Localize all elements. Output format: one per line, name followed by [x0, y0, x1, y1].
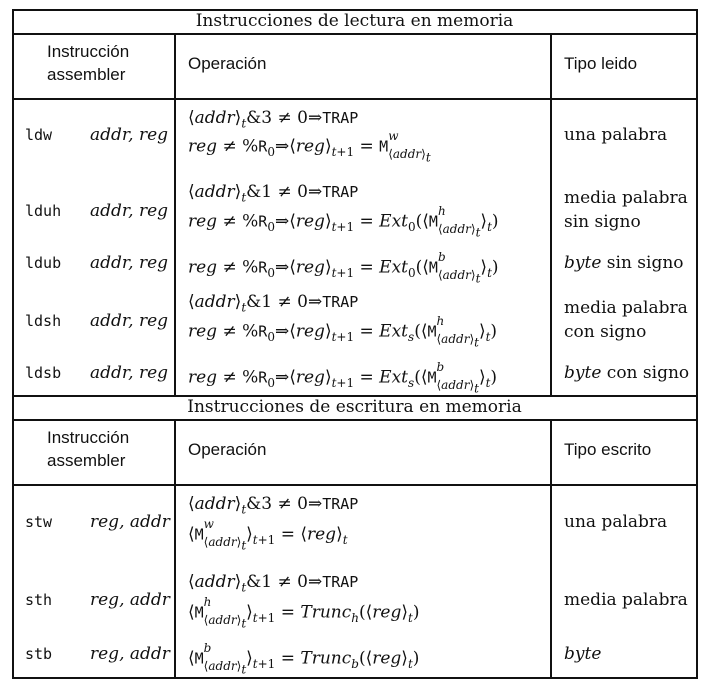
- col-divider-1-write: [174, 419, 176, 679]
- border-left: [12, 9, 14, 679]
- op-ldsh-2: reg ≠ %R0⇒⟨reg⟩t+1 = Exts(⟨Mh ⟨addr⟩t⟩t): [188, 314, 498, 350]
- mnemonic-ldsb: ldsb: [25, 364, 62, 382]
- read-header-operation: Operación: [188, 54, 267, 73]
- border-bottom: [12, 677, 698, 679]
- op-lduh-1: ⟨addr⟩t&1 ≠ 0⇒TRAP: [188, 182, 359, 205]
- op-stw-2: ⟨Mw ⟨addr⟩t⟩t+1 = ⟨reg⟩t: [188, 517, 348, 553]
- args-stb: reg, addr: [90, 644, 170, 664]
- args-sth: reg, addr: [90, 590, 170, 610]
- read-header-type: Tipo leido: [564, 54, 638, 73]
- type-ldsb: byte con signo: [564, 363, 690, 383]
- type-lduh-1: media palabra: [564, 188, 688, 208]
- type-ldsh-1: media palabra: [564, 298, 688, 318]
- col-divider-1-read: [174, 33, 176, 397]
- op-stb-1: ⟨Mb ⟨addr⟩t⟩t+1 = Truncb(⟨reg⟩t): [188, 641, 420, 677]
- border-right: [696, 9, 698, 679]
- args-ldsh: addr, reg: [90, 311, 169, 331]
- op-ldub-1: reg ≠ %R0⇒⟨reg⟩t+1 = Ext0(⟨Mb ⟨addr⟩t⟩t): [188, 250, 499, 286]
- divider-write-header: [12, 484, 698, 486]
- col-divider-2-read: [550, 33, 552, 397]
- op-ldsh-1: ⟨addr⟩t&1 ≠ 0⇒TRAP: [188, 292, 359, 315]
- op-ldw-2: reg ≠ %R0⇒⟨reg⟩t+1 = Mw ⟨addr⟩t: [188, 129, 431, 165]
- write-section-title: Instrucciones de escritura en memoria: [187, 397, 522, 417]
- type-ldub: byte sin signo: [564, 253, 684, 273]
- op-stw-1: ⟨addr⟩t&3 ≠ 0⇒TRAP: [188, 494, 359, 517]
- divider-read-title: [12, 33, 698, 35]
- col-divider-2-write: [550, 419, 552, 679]
- mnemonic-ldub: ldub: [25, 254, 62, 272]
- args-ldsb: addr, reg: [90, 363, 169, 383]
- divider-section: [12, 395, 698, 397]
- op-ldsb-1: reg ≠ %R0⇒⟨reg⟩t+1 = Exts(⟨Mb ⟨addr⟩t⟩t): [188, 360, 498, 396]
- args-ldub: addr, reg: [90, 253, 169, 273]
- mnemonic-sth: sth: [25, 591, 53, 609]
- type-ldsh-2: con signo: [564, 322, 647, 342]
- write-header-instruction-1: Instrucción: [47, 428, 130, 447]
- args-lduh: addr, reg: [90, 201, 169, 221]
- op-sth-1: ⟨addr⟩t&1 ≠ 0⇒TRAP: [188, 572, 359, 595]
- type-stb: byte: [564, 644, 602, 664]
- mnemonic-ldw: ldw: [25, 126, 53, 144]
- type-ldw: una palabra: [564, 125, 668, 145]
- op-sth-2: ⟨Mh ⟨addr⟩t⟩t+1 = Trunch(⟨reg⟩t): [188, 595, 420, 631]
- op-ldw-1: ⟨addr⟩t&3 ≠ 0⇒TRAP: [188, 108, 359, 131]
- write-header-type: Tipo escrito: [564, 440, 652, 459]
- mnemonic-stb: stb: [25, 645, 53, 663]
- type-lduh-2: sin signo: [564, 212, 641, 232]
- divider-read-header: [12, 98, 698, 100]
- type-stw: una palabra: [564, 512, 668, 532]
- op-lduh-2: reg ≠ %R0⇒⟨reg⟩t+1 = Ext0(⟨Mh ⟨addr⟩t⟩t): [188, 204, 499, 240]
- args-stw: reg, addr: [90, 512, 170, 532]
- write-header-operation: Operación: [188, 440, 267, 459]
- read-header-instruction-1: Instrucción: [47, 42, 130, 61]
- mnemonic-stw: stw: [25, 513, 53, 531]
- mnemonic-ldsh: ldsh: [25, 312, 62, 330]
- mnemonic-lduh: lduh: [25, 202, 62, 220]
- border-top: [12, 9, 698, 11]
- type-sth: media palabra: [564, 590, 688, 610]
- read-header-instruction-2: assembler: [47, 65, 126, 84]
- args-ldw: addr, reg: [90, 125, 169, 145]
- read-section-title: Instrucciones de lectura en memoria: [195, 11, 514, 31]
- divider-write-title: [12, 419, 698, 421]
- write-header-instruction-2: assembler: [47, 451, 126, 470]
